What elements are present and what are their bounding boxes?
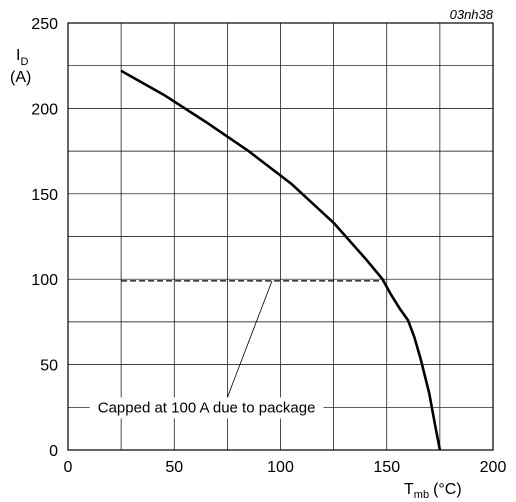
annotation-pointer — [227, 280, 273, 398]
x-tick-labels: 0 50 100 150 200 — [64, 459, 507, 476]
svg-text:Tmb(°C): Tmb (°C) — [404, 481, 462, 501]
y-tick-label: 50 — [40, 358, 58, 375]
annotation-background — [89, 397, 324, 419]
x-tick-label: 200 — [480, 459, 507, 476]
svg-text:ID: ID — [16, 47, 28, 68]
y-axis-label-main: I — [16, 47, 20, 64]
x-tick-label: 100 — [267, 459, 294, 476]
x-axis-label-sub: mb — [414, 489, 429, 501]
y-tick-label: 100 — [31, 272, 58, 289]
x-tick-label: 0 — [64, 459, 73, 476]
series-line — [120, 69, 442, 451]
y-tick-labels: 0 50 100 150 200 250 — [31, 16, 58, 460]
y-axis-label: ID (A) — [10, 47, 31, 86]
y-tick-label: 150 — [31, 187, 58, 204]
grid — [68, 23, 493, 450]
y-tick-label: 250 — [31, 16, 58, 33]
annotation: Capped at 100 A due to package — [89, 280, 324, 419]
x-axis-label-main: T — [404, 481, 414, 498]
y-axis-label-sub: D — [20, 56, 28, 68]
series-group — [120, 69, 442, 451]
x-tick-label: 50 — [165, 459, 183, 476]
y-axis-label-unit: (A) — [10, 69, 31, 86]
x-tick-label: 150 — [373, 459, 400, 476]
y-tick-label: 0 — [49, 443, 58, 460]
x-axis-label: Tmb (°C) — [404, 481, 462, 501]
y-tick-label: 200 — [31, 101, 58, 118]
annotation-text: Capped at 100 A due to package — [98, 399, 316, 416]
figure-id: 03nh38 — [450, 7, 494, 22]
x-axis-label-unit: (°C) — [433, 481, 462, 498]
plot-frame — [67, 22, 494, 451]
